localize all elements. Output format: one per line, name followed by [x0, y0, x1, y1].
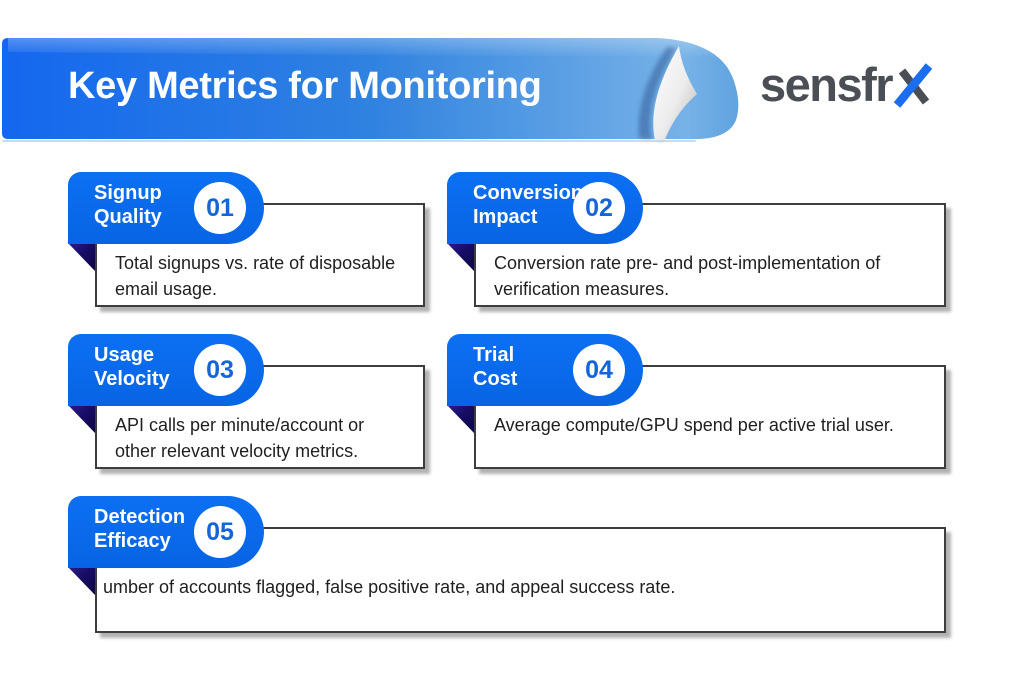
brand-logo: sensfr	[760, 57, 933, 111]
ribbon-fold	[68, 405, 95, 433]
metric-description: umber of accounts flagged, false positiv…	[103, 577, 676, 597]
metric-card-trial-cost: Average compute/GPU spend per active tri…	[447, 334, 1024, 504]
ribbon-fold	[447, 243, 474, 271]
page-title: Key Metrics for Monitoring	[68, 64, 542, 107]
metric-card-signup-quality: Total signups vs. rate of disposable ema…	[68, 172, 948, 342]
ribbon-shape	[2, 38, 739, 139]
metric-card-conversion-impact: Conversion rate pre- and post-implementa…	[447, 172, 1024, 342]
metric-title: Detection Efficacy	[94, 506, 186, 552]
brand-logo-text: sensfr	[760, 57, 894, 111]
ribbon-fold	[68, 567, 95, 595]
metric-title: Signup Quality	[94, 182, 162, 228]
ribbon-fold	[68, 243, 95, 271]
metric-tab: Conversion Impact 02	[447, 172, 643, 244]
number-badge: 04	[573, 344, 625, 396]
metric-title: Conversion Impact	[473, 182, 584, 228]
metric-description: Average compute/GPU spend per active tri…	[494, 415, 894, 435]
ribbon-underline	[2, 140, 696, 142]
header-ribbon	[2, 38, 739, 144]
metric-description: Total signups vs. rate of disposable ema…	[115, 253, 396, 299]
metric-tab: Trial Cost 04	[447, 334, 643, 406]
number-badge: 05	[194, 506, 246, 558]
brand-logo-x-icon	[894, 63, 933, 108]
metric-description: Conversion rate pre- and post-implementa…	[494, 253, 881, 299]
number-badge: 01	[194, 182, 246, 234]
metric-tab: Usage Velocity 03	[68, 334, 264, 406]
page-curl	[653, 46, 697, 144]
metric-card-usage-velocity: API calls per minute/account or other re…	[68, 334, 948, 504]
metric-card-detection-efficacy: umber of accounts flagged, false positiv…	[68, 496, 948, 666]
metric-title: Trial Cost	[473, 344, 518, 390]
number-badge: 02	[573, 182, 625, 234]
metric-title: Usage Velocity	[94, 344, 170, 390]
metric-tab: Signup Quality 01	[68, 172, 264, 244]
ribbon-fold	[447, 405, 474, 433]
metric-tab: Detection Efficacy 05	[68, 496, 264, 568]
description-box: umber of accounts flagged, false positiv…	[95, 527, 946, 633]
number-badge: 03	[194, 344, 246, 396]
metric-description: API calls per minute/account or other re…	[115, 415, 365, 461]
